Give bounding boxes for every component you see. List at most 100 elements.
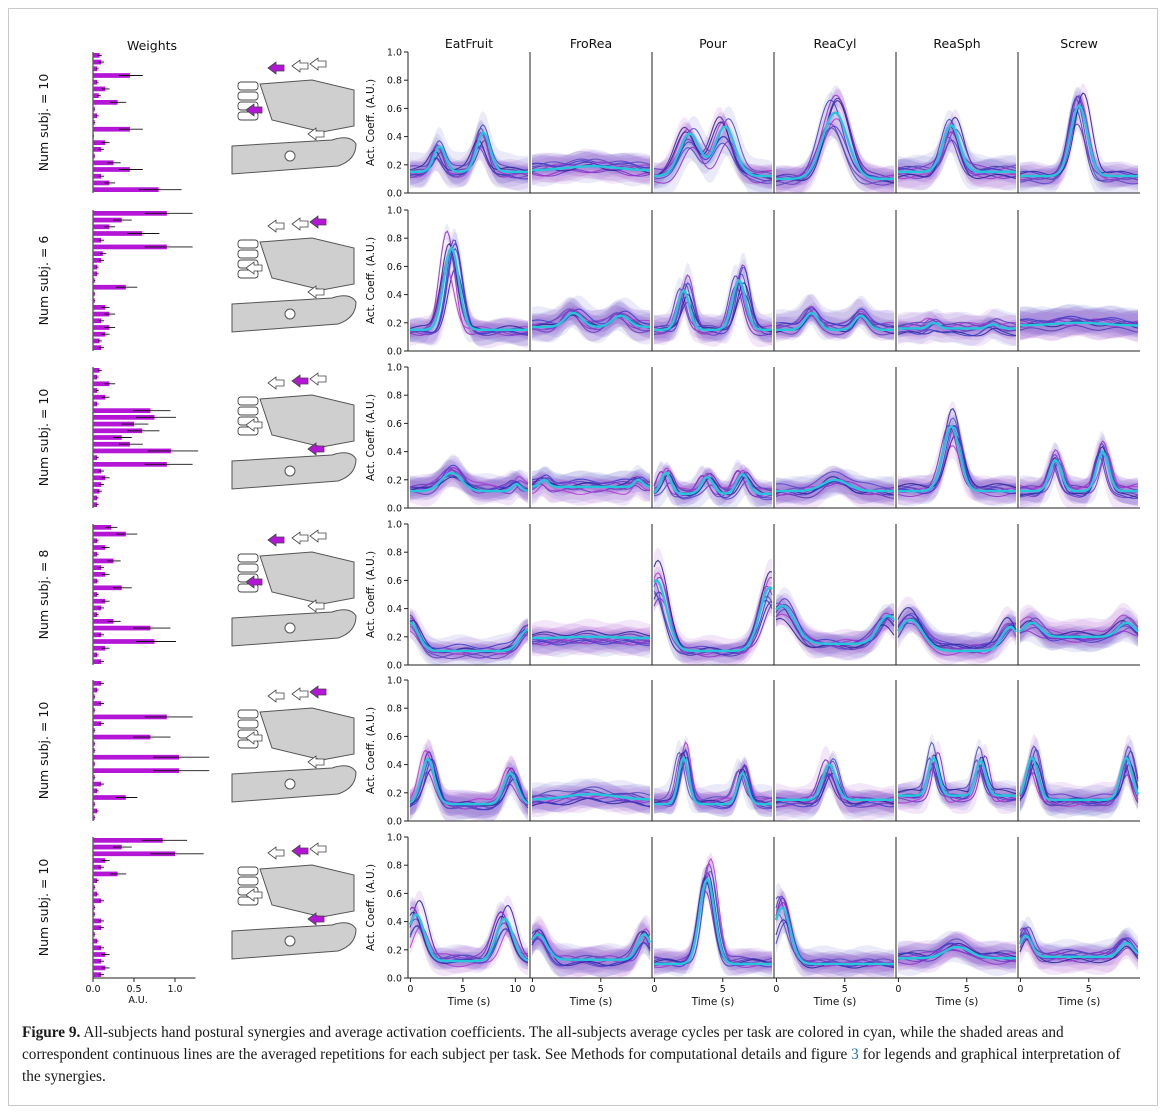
subject-line — [653, 140, 773, 184]
weight-bar — [93, 106, 95, 112]
weights-title: Weights — [127, 38, 177, 53]
finger-joint-icon — [237, 709, 259, 719]
mean-curve — [653, 579, 773, 653]
weights-x-tick-label: 1.0 — [167, 984, 182, 995]
figure-canvas: Weights Num subj. = 10 0.0 0.2 0.4 0.6 0.8 1.0… — [36, 36, 1140, 1008]
weight-bar — [93, 415, 155, 420]
subject-band — [898, 109, 1016, 179]
subject-band — [410, 919, 528, 970]
subject-band — [532, 298, 650, 336]
subject-line — [409, 749, 529, 804]
y-tick-label: 0.8 — [387, 76, 402, 87]
weight-bar — [93, 113, 98, 119]
subject-line — [775, 307, 895, 328]
y-tick-label: 0.6 — [387, 419, 402, 430]
subject-band — [654, 133, 772, 193]
weight-bar — [93, 79, 98, 85]
x-tick-label: 0 — [651, 984, 657, 995]
subject-band — [654, 866, 772, 976]
motion-arrow-icon — [267, 376, 285, 390]
weight-bar — [93, 585, 122, 591]
weights-x-axis-label: A.U. — [128, 995, 147, 1006]
weight-bar — [93, 659, 102, 664]
hand-back-icon — [259, 79, 355, 133]
mean-curve — [776, 763, 894, 802]
activation-panel — [1017, 837, 1140, 982]
subject-line — [531, 309, 651, 332]
weight-bar — [93, 408, 151, 413]
mean-curve — [898, 123, 1016, 174]
subject-line — [1019, 317, 1139, 325]
weight-bar — [93, 851, 175, 857]
y-tick-label: 0.4 — [387, 917, 402, 928]
row-label: Num subj. = 10 — [36, 859, 51, 957]
motion-arrow-icon — [307, 755, 325, 769]
subject-band — [654, 742, 772, 818]
mean-curve — [1019, 321, 1139, 327]
wrist-joint-icon — [284, 308, 296, 320]
subject-band — [1020, 117, 1138, 187]
subject-line — [409, 625, 529, 660]
subject-line — [531, 168, 651, 177]
mean-curve — [532, 311, 651, 329]
synergy-row — [92, 836, 1140, 982]
y-tick-label: 0.6 — [387, 889, 402, 900]
subject-band — [1020, 734, 1138, 811]
task-title: FroRea — [570, 36, 612, 51]
weight-bar — [93, 891, 98, 897]
y-tick-label: 0.8 — [387, 548, 402, 559]
subject-band — [1020, 926, 1138, 976]
motion-arrow-icon — [307, 599, 325, 613]
activation-panel — [773, 524, 896, 666]
mean-curve — [409, 621, 529, 653]
subject-band — [654, 274, 772, 348]
subject-band — [776, 882, 894, 977]
subject-line — [531, 938, 651, 967]
subject-band — [1020, 737, 1138, 816]
subject-band — [776, 468, 894, 505]
weight-bar — [93, 795, 126, 800]
figure-reference-link[interactable]: 3 — [851, 1046, 859, 1063]
weight-bar — [93, 645, 106, 651]
weights-x-tick-label: 0.5 — [126, 984, 141, 995]
mean-curve — [410, 130, 528, 174]
subject-band — [898, 606, 1016, 655]
subject-band — [654, 744, 772, 813]
subject-band — [410, 231, 528, 346]
weight-bar — [93, 572, 106, 577]
subject-line — [1019, 630, 1139, 643]
subject-line — [1019, 315, 1139, 324]
subject-line — [897, 128, 1017, 171]
subject-band — [898, 933, 1016, 974]
subject-line — [1019, 938, 1139, 964]
subject-line — [897, 942, 1017, 958]
subject-line — [775, 598, 895, 650]
y-tick-label: 0.8 — [387, 391, 402, 402]
weight-bar — [93, 305, 106, 310]
y-axis-label: Act. Coeff. (A.U.) — [365, 864, 377, 951]
subject-band — [776, 92, 894, 188]
weight-bar — [93, 864, 102, 870]
x-tick-label: 5 — [460, 984, 466, 995]
weight-bar — [93, 781, 102, 787]
motion-arrow-icon — [291, 687, 309, 701]
mean-curve — [531, 793, 651, 801]
y-tick-label: 0.0 — [387, 661, 402, 672]
activation-panel — [529, 367, 652, 509]
row-label: Num subj. = 8 — [36, 550, 51, 640]
weight-bar — [93, 972, 102, 977]
mean-curve — [898, 755, 1016, 797]
activation-panel — [651, 52, 774, 194]
weight-bar — [93, 278, 95, 283]
subject-band — [776, 294, 894, 341]
subject-band — [1020, 307, 1138, 342]
motion-arrow-icon — [307, 285, 325, 299]
weight-bar — [93, 958, 102, 964]
weight-bar — [93, 898, 102, 904]
weight-bar — [93, 885, 95, 890]
mean-curve — [653, 125, 773, 178]
mean-curve — [531, 932, 652, 961]
mean-curve — [531, 478, 651, 489]
subject-line — [897, 949, 1017, 965]
task-title: ReaCyl — [813, 36, 856, 51]
